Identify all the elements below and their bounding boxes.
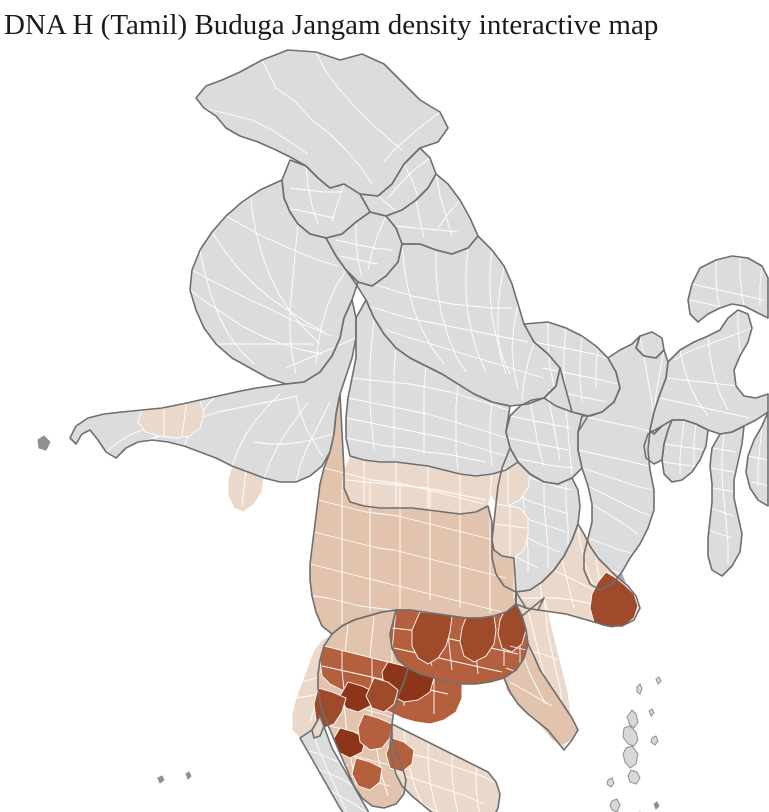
map-layer-northeast-nodata xyxy=(643,255,769,577)
page-title: DNA H (Tamil) Buduga Jangam density inte… xyxy=(4,9,659,41)
map-layer-karnataka xyxy=(313,609,463,809)
map-layer-state-borders xyxy=(69,49,769,812)
india-district-choropleth-map[interactable] xyxy=(0,38,769,812)
map-layer-telangana xyxy=(389,603,529,685)
map-layer-islands xyxy=(37,435,662,812)
map-canvas[interactable] xyxy=(0,38,769,812)
